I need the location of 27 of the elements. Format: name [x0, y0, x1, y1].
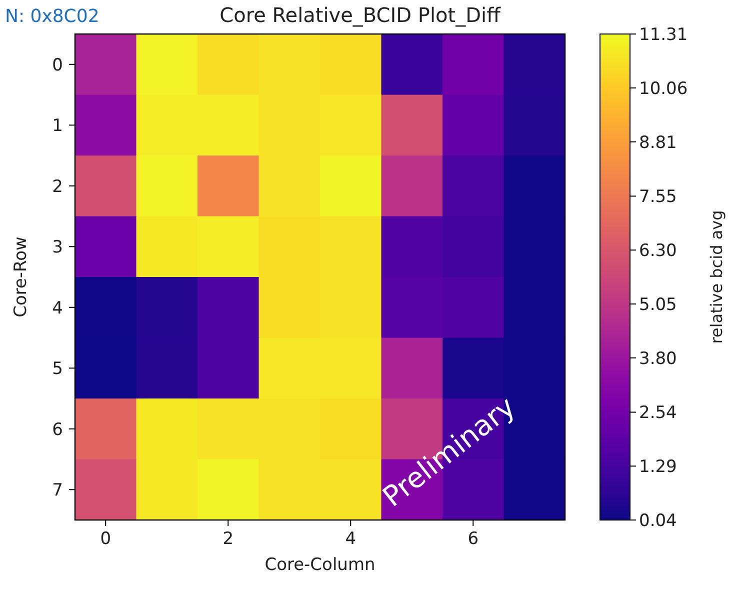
color-bar-label: 8.81: [639, 132, 677, 153]
y-tick-label: 7: [52, 480, 63, 501]
x-axis-title: Core-Column: [264, 555, 376, 575]
y-tick-label: 1: [52, 116, 63, 136]
y-tick-label: 4: [52, 298, 63, 318]
color-bar-label: 1.29: [639, 457, 677, 478]
x-tick-label: 6: [468, 529, 479, 549]
color-bar-label: 6.30: [639, 241, 677, 262]
chart-title: Core Relative_BCID Plot_Diff: [220, 3, 502, 27]
text: N: 0x8C02: [5, 6, 100, 27]
y-tick-label: 2: [52, 176, 63, 197]
color-bar-label: 7.55: [639, 187, 677, 208]
color-bar-label: 3.80: [639, 348, 677, 369]
color-bar-label: 0.04: [639, 511, 677, 531]
y-tick-label: 3: [52, 238, 63, 258]
color-bar-label: 10.06: [639, 78, 688, 99]
y-tick-label: 6: [52, 420, 63, 440]
x-tick-label: 0: [100, 529, 112, 549]
color-bar-title: relative bcid avg: [707, 210, 726, 344]
color-bar-label: 11.31: [639, 25, 688, 45]
y-tick-label: 5: [52, 359, 63, 380]
x-tick-label: 2: [222, 529, 234, 549]
color-bar-label: 5.05: [639, 294, 677, 315]
color-bar-label: 2.54: [639, 403, 677, 424]
x-tick-label: 4: [345, 529, 356, 549]
y-tick-label: 0: [52, 55, 63, 76]
y-axis-title: Core-Row: [11, 236, 31, 318]
